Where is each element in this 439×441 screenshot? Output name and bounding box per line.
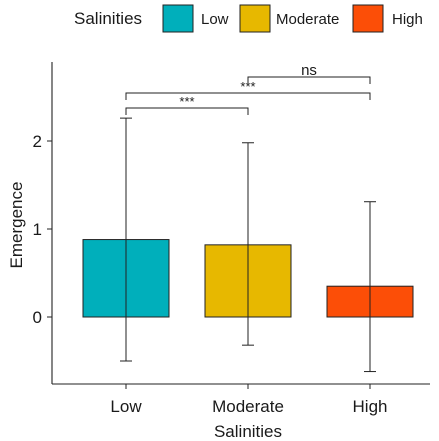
error-bar-high: [364, 201, 376, 373]
significance-label: ***: [179, 94, 194, 109]
significance-bracket-line: [125, 107, 249, 115]
legend-label-moderate: Moderate: [276, 11, 339, 28]
legend-key-moderate: [239, 4, 271, 33]
x-tick-label-high: High: [353, 397, 388, 416]
y-tick-label: 0: [33, 308, 42, 327]
legend-label-high: High: [392, 11, 423, 28]
legend-title: Salinities: [74, 9, 142, 28]
significance-label: ***: [240, 79, 255, 94]
x-tick-label-moderate: Moderate: [212, 397, 284, 416]
y-tick-label: 1: [33, 220, 42, 239]
error-bar-moderate: [242, 142, 254, 346]
significance-label: ns: [301, 62, 317, 79]
significance-bracket-low-moderate: ***: [125, 94, 249, 115]
y-axis-title: Emergence: [7, 182, 26, 269]
y-tick-label: 2: [33, 132, 42, 151]
legend: Salinities Low Moderate High: [74, 4, 423, 33]
plot-area: *** *** ns: [82, 62, 414, 373]
significance-bracket-moderate-high: ns: [247, 62, 371, 84]
x-tick-label-low: Low: [110, 397, 142, 416]
significance-bracket-line: [247, 76, 371, 84]
x-axis-title: Salinities: [214, 422, 282, 441]
significance-bracket-low-high: ***: [125, 79, 371, 100]
legend-label-low: Low: [201, 11, 229, 28]
significance-bracket-line: [125, 92, 371, 100]
error-bar-low: [120, 117, 132, 362]
legend-key-high: [352, 4, 384, 33]
legend-key-low: [162, 4, 194, 33]
